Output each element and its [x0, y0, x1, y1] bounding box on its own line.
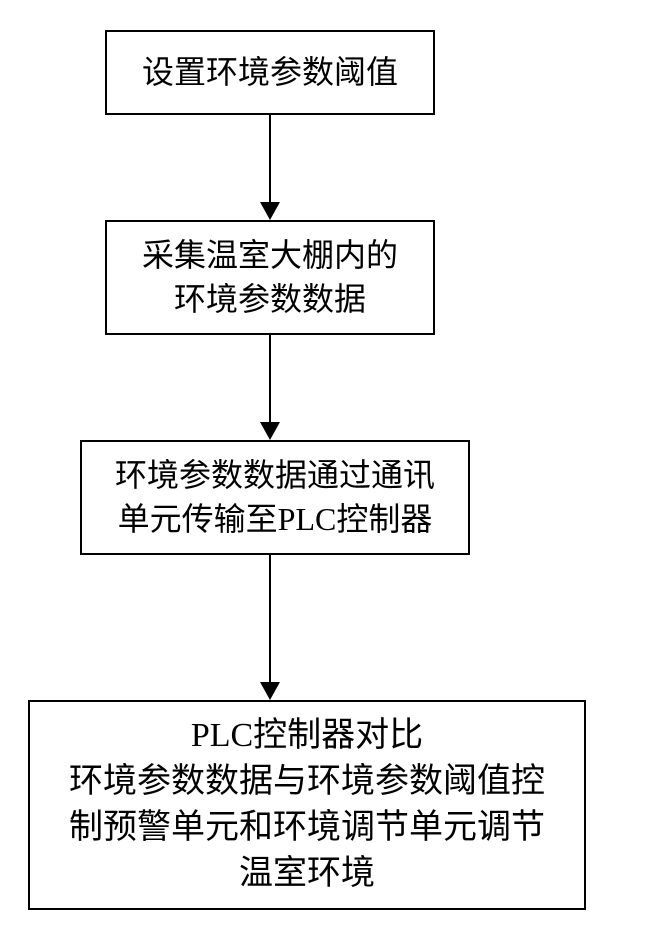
- arrow-1-line: [269, 115, 271, 202]
- flow-node-4-text: PLC控制器对比环境参数数据与环境参数阈值控制预警单元和环境调节单元调节温室环境: [69, 713, 545, 897]
- arrow-1-head: [260, 202, 280, 220]
- flow-node-3: 环境参数数据通过通讯单元传输至PLC控制器: [80, 440, 470, 555]
- arrow-2-head: [260, 422, 280, 440]
- flow-node-4: PLC控制器对比环境参数数据与环境参数阈值控制预警单元和环境调节单元调节温室环境: [28, 700, 586, 910]
- flow-node-1-text: 设置环境参数阈值: [142, 51, 398, 94]
- arrow-2-line: [269, 335, 271, 422]
- flow-node-3-text: 环境参数数据通过通讯单元传输至PLC控制器: [115, 454, 435, 540]
- arrow-3-line: [269, 555, 271, 682]
- flow-node-2-text: 采集温室大棚内的环境参数数据: [142, 234, 398, 320]
- arrow-3-head: [260, 682, 280, 700]
- flow-node-2: 采集温室大棚内的环境参数数据: [105, 220, 435, 335]
- flow-node-1: 设置环境参数阈值: [105, 30, 435, 115]
